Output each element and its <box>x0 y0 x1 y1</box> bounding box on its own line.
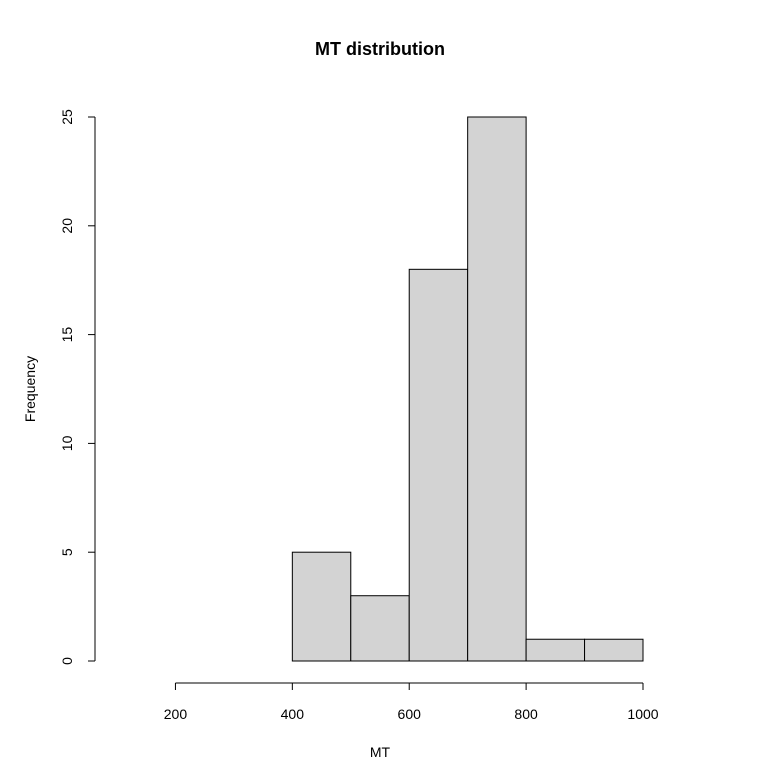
histogram-bar <box>467 116 527 662</box>
histogram-bar <box>350 595 410 662</box>
histogram-bar <box>408 268 469 662</box>
y-tick-label: 5 <box>59 548 75 556</box>
histogram-bar <box>525 638 586 662</box>
chart-title: MT distribution <box>315 39 445 59</box>
y-tick-label: 15 <box>59 327 75 343</box>
y-tick-label: 10 <box>59 435 75 451</box>
x-axis: 200 400 600 800 1000 <box>164 682 659 722</box>
x-tick-label: 800 <box>514 706 538 722</box>
histogram-bar <box>584 638 644 662</box>
y-tick-label: 0 <box>59 657 75 665</box>
y-tick-label: 25 <box>59 109 75 125</box>
x-tick-label: 400 <box>281 706 305 722</box>
x-tick-label: 600 <box>398 706 422 722</box>
y-tick-label: 20 <box>59 218 75 234</box>
y-axis: 0 5 10 15 20 25 <box>59 109 96 665</box>
x-tick-label: 200 <box>164 706 188 722</box>
y-axis-label: Frequency <box>22 356 38 422</box>
x-axis-label: MT <box>370 744 391 760</box>
histogram-bar <box>291 551 352 662</box>
x-tick-label: 1000 <box>627 706 658 722</box>
bars-group <box>291 116 644 662</box>
